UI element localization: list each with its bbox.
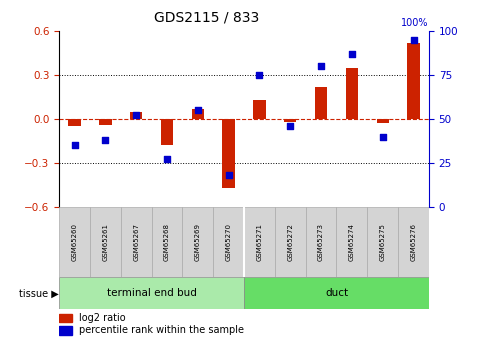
Bar bbox=[59, 314, 72, 322]
Point bbox=[70, 142, 78, 148]
Bar bbox=[192, 109, 204, 119]
Point bbox=[379, 134, 387, 139]
Point bbox=[410, 37, 418, 42]
Bar bbox=[90, 207, 121, 277]
Bar bbox=[244, 207, 275, 277]
Bar bbox=[59, 326, 72, 335]
Text: GSM65275: GSM65275 bbox=[380, 223, 386, 261]
Text: GSM65267: GSM65267 bbox=[133, 223, 139, 261]
Text: 100%: 100% bbox=[401, 18, 429, 28]
Bar bbox=[275, 207, 306, 277]
Text: GSM65260: GSM65260 bbox=[71, 223, 77, 261]
Text: duct: duct bbox=[325, 288, 348, 298]
Bar bbox=[152, 207, 182, 277]
Point bbox=[132, 113, 140, 118]
Text: log2 ratio: log2 ratio bbox=[79, 313, 126, 323]
Text: terminal end bud: terminal end bud bbox=[106, 288, 197, 298]
Bar bbox=[59, 277, 244, 309]
Text: GSM65268: GSM65268 bbox=[164, 223, 170, 261]
Point bbox=[255, 72, 263, 78]
Bar bbox=[398, 207, 429, 277]
Bar bbox=[99, 119, 111, 125]
Bar bbox=[315, 87, 327, 119]
Point bbox=[194, 107, 202, 113]
Bar bbox=[244, 277, 429, 309]
Bar bbox=[69, 119, 81, 126]
Bar bbox=[213, 207, 244, 277]
Bar bbox=[367, 207, 398, 277]
Text: GSM65274: GSM65274 bbox=[349, 223, 355, 261]
Text: GSM65272: GSM65272 bbox=[287, 223, 293, 261]
Bar bbox=[377, 119, 389, 124]
Text: GSM65261: GSM65261 bbox=[103, 223, 108, 261]
Bar bbox=[284, 119, 296, 122]
Bar bbox=[130, 112, 142, 119]
Bar bbox=[336, 207, 367, 277]
Text: GDS2115 / 833: GDS2115 / 833 bbox=[154, 10, 260, 24]
Bar bbox=[182, 207, 213, 277]
Bar bbox=[407, 43, 420, 119]
Text: GSM65276: GSM65276 bbox=[411, 223, 417, 261]
Bar bbox=[161, 119, 173, 145]
Bar bbox=[346, 68, 358, 119]
Point bbox=[163, 157, 171, 162]
Bar bbox=[222, 119, 235, 188]
Bar bbox=[306, 207, 336, 277]
Point bbox=[225, 172, 233, 178]
Text: GSM65269: GSM65269 bbox=[195, 223, 201, 261]
Bar bbox=[253, 100, 266, 119]
Text: GSM65271: GSM65271 bbox=[256, 223, 262, 261]
Bar bbox=[59, 207, 90, 277]
Text: GSM65273: GSM65273 bbox=[318, 223, 324, 261]
Text: percentile rank within the sample: percentile rank within the sample bbox=[79, 325, 245, 335]
Point bbox=[102, 137, 109, 143]
Point bbox=[286, 123, 294, 129]
Text: GSM65270: GSM65270 bbox=[226, 223, 232, 261]
Bar bbox=[121, 207, 152, 277]
Text: tissue ▶: tissue ▶ bbox=[19, 288, 59, 298]
Point bbox=[317, 63, 325, 69]
Point bbox=[348, 51, 356, 57]
